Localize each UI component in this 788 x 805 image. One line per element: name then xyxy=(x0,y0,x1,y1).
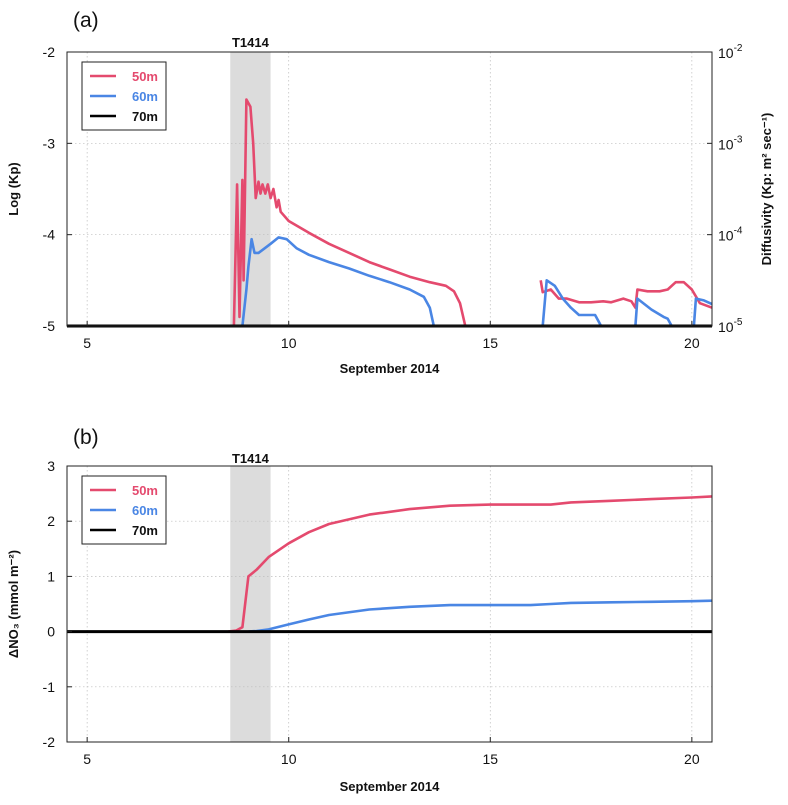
panel-label: (b) xyxy=(73,426,99,449)
y-axis-label: ΔNO₃ (mmol m⁻²) xyxy=(6,550,21,658)
legend-label: 60m xyxy=(132,503,158,518)
x-axis-label: September 2014 xyxy=(340,361,440,376)
x-tick-label: 10 xyxy=(281,751,297,767)
y-tick-label: 2 xyxy=(47,513,55,529)
panel-a: 5 10 15 20 -2 -3 -4 -5 10-2 10-3 10-4 10-5 Diffusivi… xyxy=(6,9,774,376)
y-tick-label: -2 xyxy=(43,734,56,750)
y-axis-label-right: Diffusivity (Kp: m² sec⁻¹) xyxy=(759,113,774,266)
legend-label: 70m xyxy=(132,523,158,538)
series-line xyxy=(228,495,713,633)
plot-frame xyxy=(66,465,713,743)
y-axis-label: Log (Kp) xyxy=(6,162,21,215)
series-60m xyxy=(241,236,713,327)
x-axis-label: September 2014 xyxy=(340,779,440,794)
x-tick-label: 10 xyxy=(281,335,297,351)
series-line xyxy=(241,236,436,327)
y-tick-label: -3 xyxy=(43,135,56,151)
legend-label: 50m xyxy=(132,483,158,498)
y-right-tick-label: 10-3 xyxy=(718,134,743,152)
series-50m xyxy=(228,495,713,633)
series-line xyxy=(541,279,603,327)
x-tick-label: 20 xyxy=(684,335,700,351)
band-label: T1414 xyxy=(232,451,270,466)
x-tick-label: 15 xyxy=(482,751,498,767)
legend-label: 60m xyxy=(132,89,158,104)
y-tick-label: 0 xyxy=(47,624,55,640)
band-label: T1414 xyxy=(232,35,270,50)
y-right-tick-label: 10-4 xyxy=(718,226,743,244)
plot-frame xyxy=(66,51,713,327)
series-50m xyxy=(232,98,713,327)
x-tick-label: 5 xyxy=(83,335,91,351)
series-line xyxy=(692,297,713,327)
y-right-tick-label: 10-2 xyxy=(718,43,743,61)
series-line xyxy=(248,599,713,633)
x-tick-label: 5 xyxy=(83,751,91,767)
y-tick-label: -1 xyxy=(43,679,56,695)
y-right-tick-label: 10-5 xyxy=(718,317,743,335)
series-line xyxy=(634,297,673,327)
y-tick-label: 1 xyxy=(47,568,55,584)
series-60m xyxy=(248,599,713,633)
y-tick-label: -4 xyxy=(43,227,56,243)
legend: 50m 60m 70m xyxy=(81,475,167,545)
legend-label: 50m xyxy=(132,69,158,84)
y-tick-label: -2 xyxy=(43,44,56,60)
series-line xyxy=(232,98,467,327)
legend-label: 70m xyxy=(132,109,158,124)
shaded-band xyxy=(230,466,271,742)
x-tick-label: 15 xyxy=(482,335,498,351)
y-tick-label: 3 xyxy=(47,458,55,474)
y-tick-label: -5 xyxy=(43,318,56,334)
x-tick-label: 20 xyxy=(684,751,700,767)
panel-label: (a) xyxy=(73,9,99,32)
legend: 50m 60m 70m xyxy=(81,61,167,131)
